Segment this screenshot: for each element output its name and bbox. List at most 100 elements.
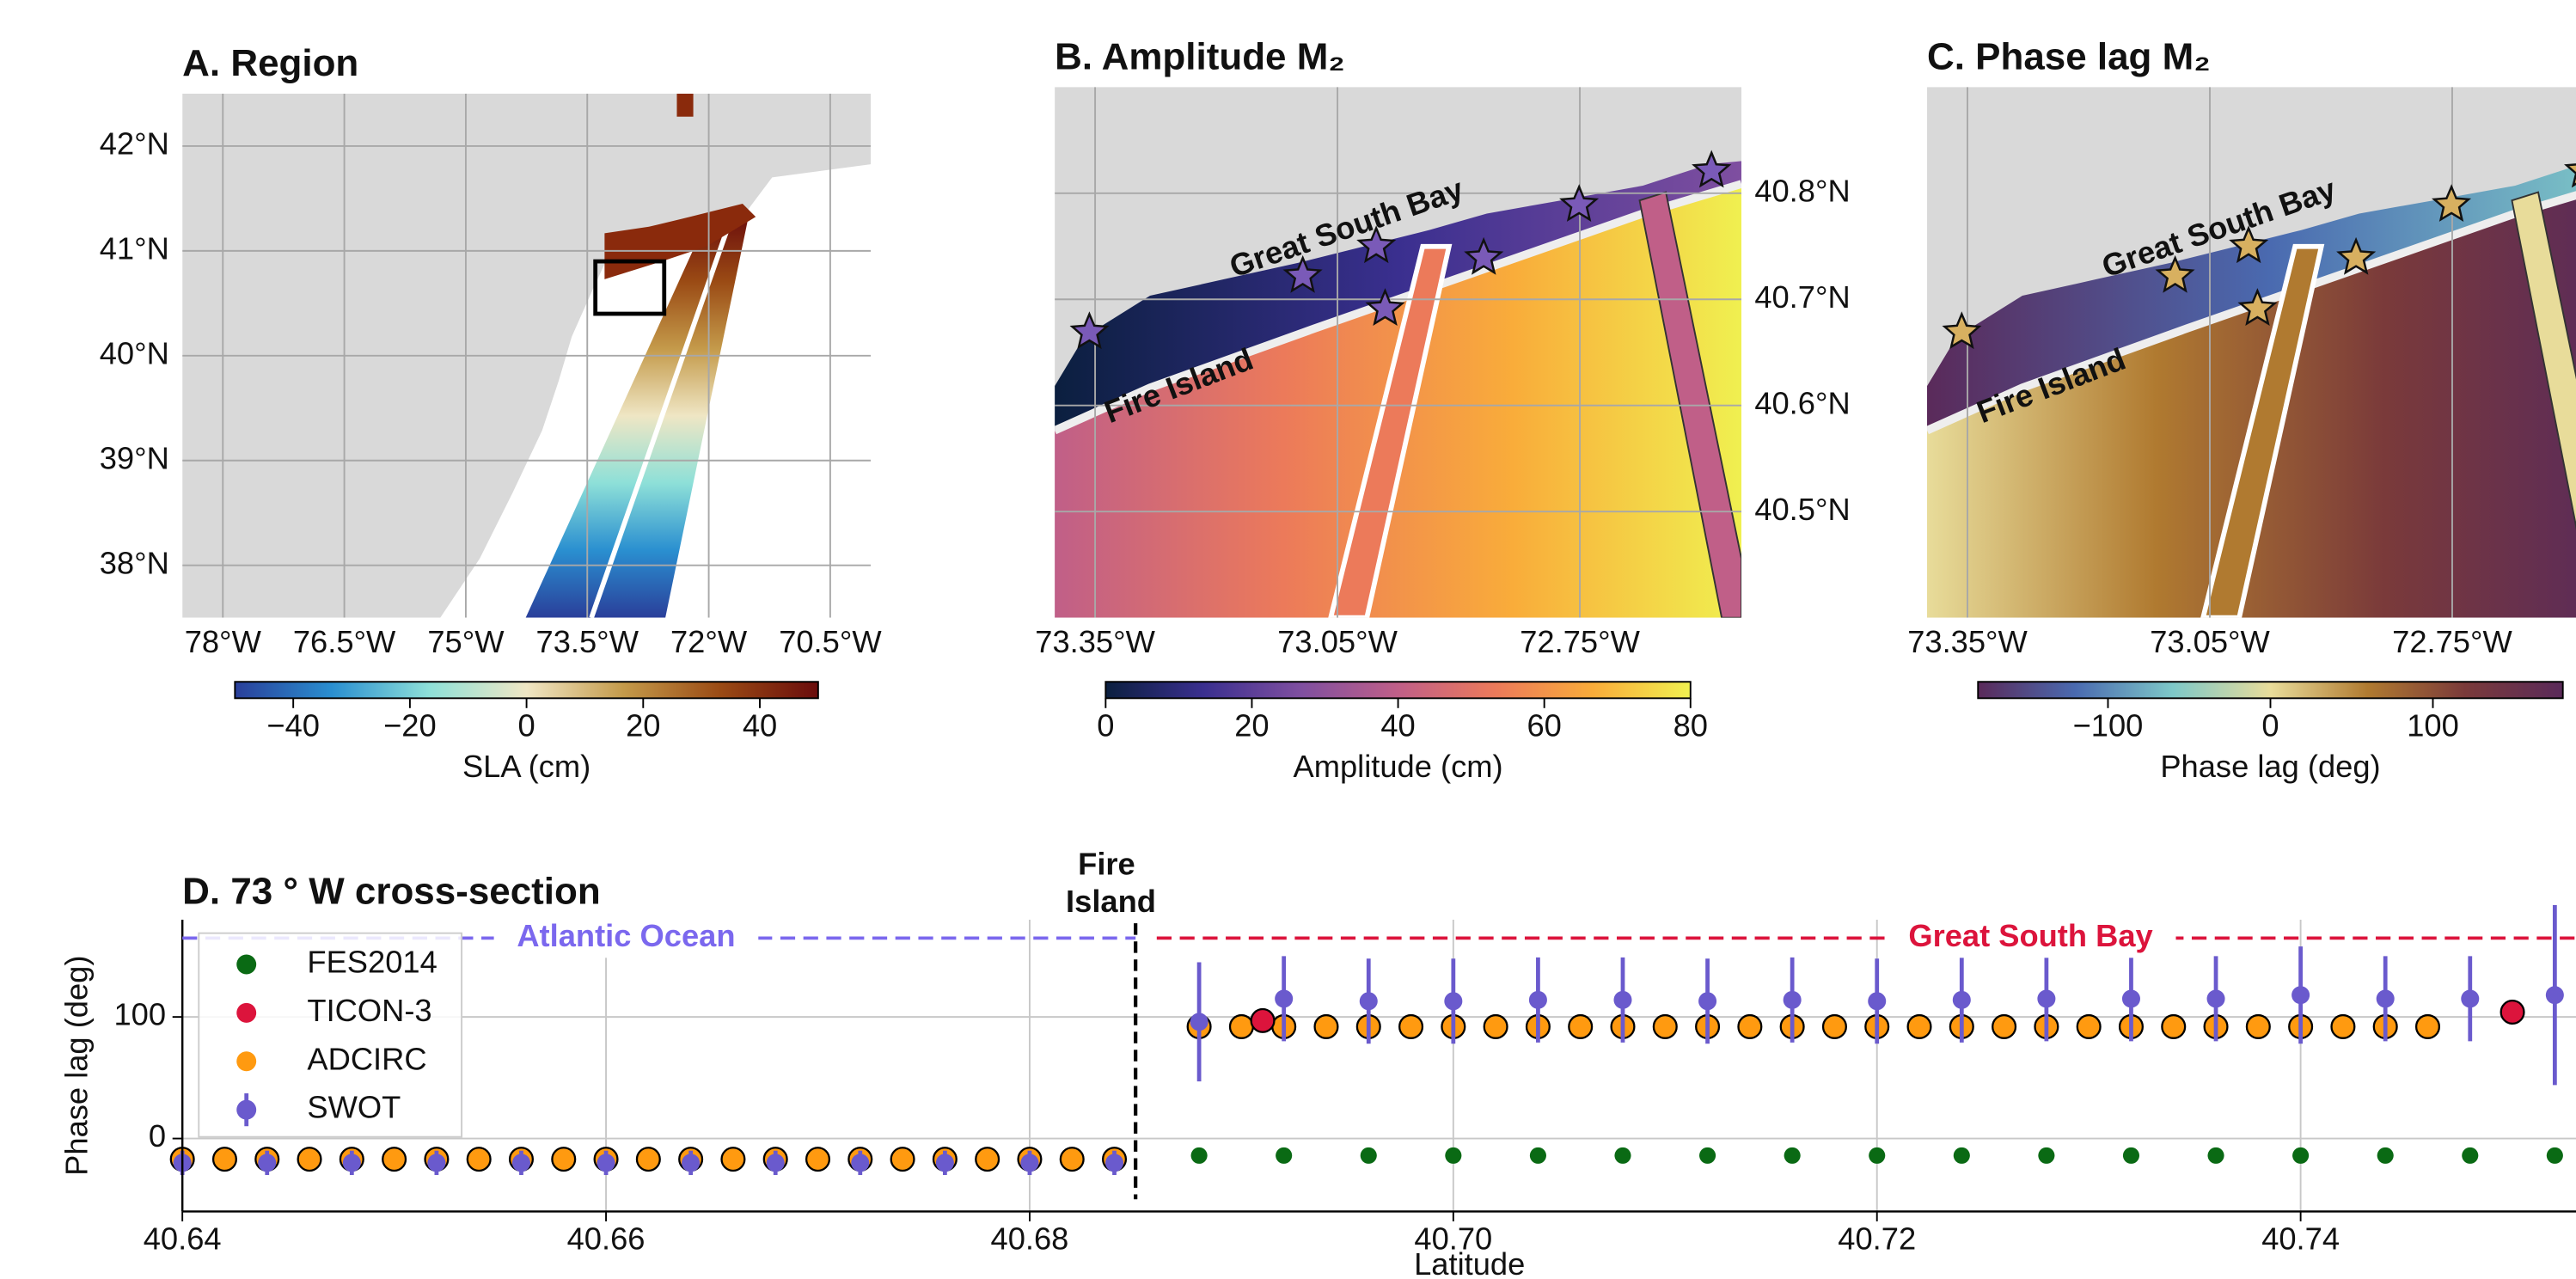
point	[1105, 1154, 1124, 1172]
point	[935, 1154, 954, 1172]
point	[2500, 999, 2525, 1025]
point	[1059, 1147, 1085, 1172]
point	[1020, 1154, 1039, 1172]
panel-title: A. Region	[182, 42, 358, 84]
point	[682, 1154, 701, 1172]
panel-title: C. Phase lag M₂	[1927, 35, 2211, 77]
y-tick-label: 39°N	[100, 440, 169, 475]
point	[1568, 1013, 1594, 1039]
point	[2462, 1147, 2479, 1164]
x-tick-label: 40.70	[1414, 1221, 1492, 1256]
sla-swath	[525, 213, 750, 618]
colorbar-tick-label: 0	[2261, 707, 2279, 743]
x-tick-label: 76.5°W	[293, 624, 396, 659]
point	[466, 1147, 492, 1172]
x-tick-label: 40.68	[991, 1221, 1069, 1256]
station-star	[2237, 288, 2278, 326]
divider-label: Fire Island	[1066, 846, 1156, 919]
colorbar-label: Amplitude (cm)	[1294, 749, 1503, 784]
point	[1228, 1013, 1254, 1039]
y-tick-label: 40°N	[100, 335, 169, 370]
point	[1250, 1007, 1276, 1033]
x-tick-label: 73.05°W	[2150, 624, 2270, 659]
point	[2121, 989, 2140, 1008]
point	[2546, 1147, 2563, 1164]
colorbar-tick-label: −40	[266, 707, 320, 743]
point	[1952, 990, 1971, 1009]
point	[382, 1147, 407, 1172]
legend-marker	[236, 1099, 257, 1120]
colorbar	[1977, 681, 2564, 700]
point	[1906, 1013, 1932, 1039]
station-star	[1365, 288, 1405, 326]
point	[2291, 986, 2310, 1005]
land-patch	[676, 93, 694, 117]
colorbar-tick-label: 20	[626, 707, 660, 743]
point	[1868, 992, 1887, 1011]
ocean	[1927, 195, 2576, 618]
y-tick-label: 40.6°N	[1754, 385, 1850, 420]
x-tick-label: 72.75°W	[2392, 624, 2512, 659]
x-tick-label: 72°W	[670, 624, 748, 659]
point	[258, 1154, 277, 1172]
point	[297, 1147, 322, 1172]
colorbar-tick-label: −100	[2073, 707, 2144, 743]
x-tick-label: 78°W	[185, 624, 262, 659]
point	[2206, 989, 2225, 1008]
station-star	[1069, 311, 1110, 350]
point	[851, 1154, 870, 1172]
legend-label: SWOT	[307, 1090, 401, 1125]
point	[1698, 992, 1717, 1011]
region-label: Atlantic Ocean	[517, 918, 735, 953]
y-tick-label: 40.7°N	[1754, 279, 1850, 315]
point	[511, 1154, 530, 1172]
plot-area	[169, 905, 2576, 1212]
legend-label: FES2014	[307, 945, 437, 980]
point	[1783, 990, 1802, 1009]
point	[720, 1147, 746, 1172]
y-tick-label: 40.8°N	[1754, 173, 1850, 208]
x-tick-label: 73.5°W	[536, 624, 639, 659]
station-star	[2229, 225, 2269, 264]
station-star	[1282, 254, 1323, 293]
point	[2414, 1013, 2441, 1039]
legend-marker	[236, 954, 257, 975]
point	[1313, 1013, 1339, 1039]
point	[1359, 992, 1378, 1011]
point	[1360, 1147, 1377, 1164]
point	[766, 1154, 785, 1172]
y-tick-label: 40.5°N	[1754, 492, 1850, 527]
point	[1614, 1147, 1631, 1164]
x-tick-label: 40.66	[567, 1221, 646, 1256]
colorbar-tick-label: 0	[1097, 707, 1114, 743]
point	[1445, 1147, 1462, 1164]
point	[1190, 1147, 1208, 1164]
map-panel	[182, 93, 872, 618]
y-tick-label: 0	[149, 1118, 166, 1154]
point	[597, 1154, 615, 1172]
point	[2461, 989, 2480, 1008]
y-tick-label: 38°N	[100, 545, 169, 580]
point	[1992, 1013, 2017, 1039]
legend-marker	[236, 1002, 257, 1023]
divider-label-line: Island	[1066, 884, 1156, 919]
swath-strip	[2511, 191, 2576, 530]
colorbar-label: Phase lag (deg)	[2160, 749, 2380, 784]
point	[1190, 1013, 1208, 1031]
colorbar	[1104, 681, 1692, 700]
point	[2076, 1013, 2102, 1039]
point	[2376, 989, 2395, 1008]
region-box	[593, 259, 667, 316]
label-background	[493, 918, 759, 958]
y-tick-label: 100	[113, 997, 166, 1032]
x-tick-label: 73.35°W	[1035, 624, 1155, 659]
x-tick-label: 75°W	[427, 624, 505, 659]
point	[551, 1147, 577, 1172]
station-star	[1464, 236, 1504, 275]
swath-strip	[1328, 243, 1453, 618]
point	[1276, 1147, 1293, 1164]
point	[1275, 989, 1294, 1008]
point	[342, 1154, 361, 1172]
